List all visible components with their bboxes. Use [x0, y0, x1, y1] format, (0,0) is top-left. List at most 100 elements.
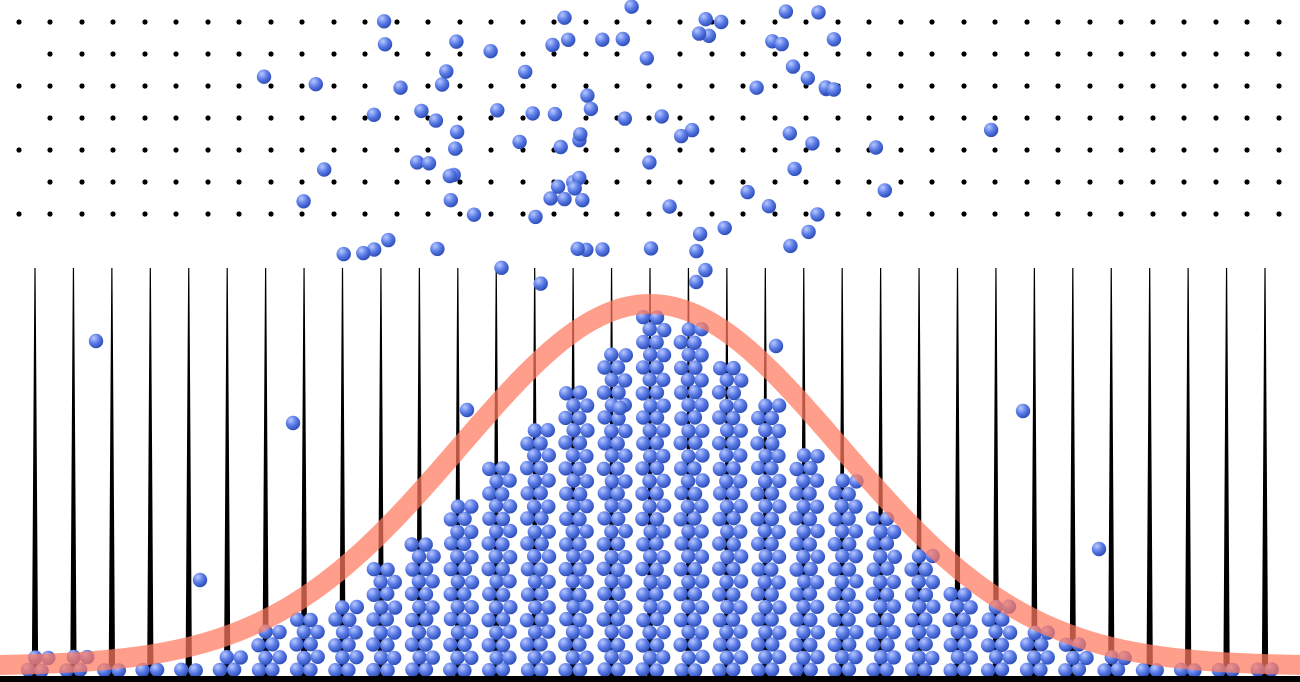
peg	[1024, 19, 1030, 25]
peg	[173, 115, 179, 121]
ball	[1015, 403, 1031, 419]
ball	[835, 473, 850, 488]
ball	[726, 385, 741, 401]
ball	[789, 587, 805, 602]
peg	[520, 179, 526, 185]
ball	[994, 662, 1010, 677]
peg	[929, 211, 935, 217]
ball	[732, 474, 748, 489]
ball	[988, 624, 1003, 639]
ball	[557, 191, 572, 207]
ball	[617, 574, 633, 589]
ball	[308, 77, 323, 92]
ball	[835, 649, 850, 665]
peg	[205, 147, 211, 153]
ball	[572, 562, 587, 577]
peg	[520, 51, 526, 57]
ball	[811, 5, 826, 20]
ball	[828, 485, 843, 501]
peg	[394, 179, 400, 185]
ball	[296, 624, 311, 640]
ball	[583, 101, 599, 117]
peg	[709, 147, 715, 153]
ball	[495, 587, 511, 602]
peg	[1024, 179, 1030, 185]
peg	[614, 147, 620, 153]
peg	[646, 211, 652, 217]
ball	[809, 575, 825, 590]
ball	[674, 461, 689, 476]
peg-grid	[16, 19, 1282, 217]
ball	[1002, 625, 1018, 640]
ball	[810, 207, 825, 222]
peg	[47, 147, 53, 153]
ball	[695, 448, 710, 463]
ball	[604, 599, 619, 615]
peg	[1055, 115, 1061, 121]
ball	[1097, 663, 1112, 678]
ball	[764, 587, 779, 602]
ball	[411, 549, 427, 564]
ball	[289, 662, 305, 677]
bin-divider	[1184, 268, 1192, 678]
peg	[425, 51, 431, 57]
peg	[1087, 147, 1093, 153]
ball	[774, 36, 789, 52]
ball	[611, 511, 626, 526]
ball	[642, 322, 657, 337]
peg	[173, 83, 179, 89]
ball	[904, 662, 920, 677]
ball	[481, 612, 496, 628]
ball	[635, 561, 650, 577]
peg	[709, 211, 715, 217]
peg	[110, 51, 116, 57]
ball	[579, 449, 594, 464]
ball	[826, 82, 841, 97]
peg	[1118, 19, 1124, 25]
ball	[488, 600, 504, 615]
peg	[646, 19, 652, 25]
peg	[1118, 179, 1124, 185]
peg	[47, 211, 53, 217]
ball	[712, 436, 727, 451]
ball	[596, 612, 611, 627]
ball	[611, 586, 626, 601]
ball	[135, 662, 150, 678]
ball	[789, 486, 804, 501]
peg	[898, 179, 904, 185]
ball	[533, 637, 548, 652]
ball	[611, 662, 626, 677]
ball	[643, 241, 659, 256]
peg	[488, 83, 494, 89]
ball	[1091, 541, 1107, 557]
peg	[961, 51, 967, 57]
ball	[681, 624, 696, 640]
ball	[904, 613, 920, 628]
ball	[758, 474, 773, 489]
ball	[533, 485, 548, 501]
ball	[726, 662, 741, 677]
ball	[649, 536, 664, 551]
peg	[425, 83, 431, 89]
ball	[290, 612, 305, 627]
ball	[618, 524, 633, 539]
ball	[464, 624, 479, 639]
peg	[1276, 147, 1282, 153]
ball	[905, 637, 920, 652]
ball	[502, 650, 517, 665]
ball	[834, 524, 850, 539]
peg	[929, 83, 935, 89]
ball	[457, 561, 472, 577]
ball	[726, 461, 741, 476]
peg	[583, 147, 589, 153]
ball	[572, 461, 587, 476]
ball	[983, 122, 999, 138]
ball	[566, 599, 581, 614]
bin-divider	[31, 268, 39, 678]
peg	[1181, 211, 1187, 217]
peg	[142, 147, 148, 153]
ball	[387, 625, 402, 640]
ball	[649, 611, 665, 627]
peg	[929, 51, 935, 57]
peg	[929, 179, 935, 185]
